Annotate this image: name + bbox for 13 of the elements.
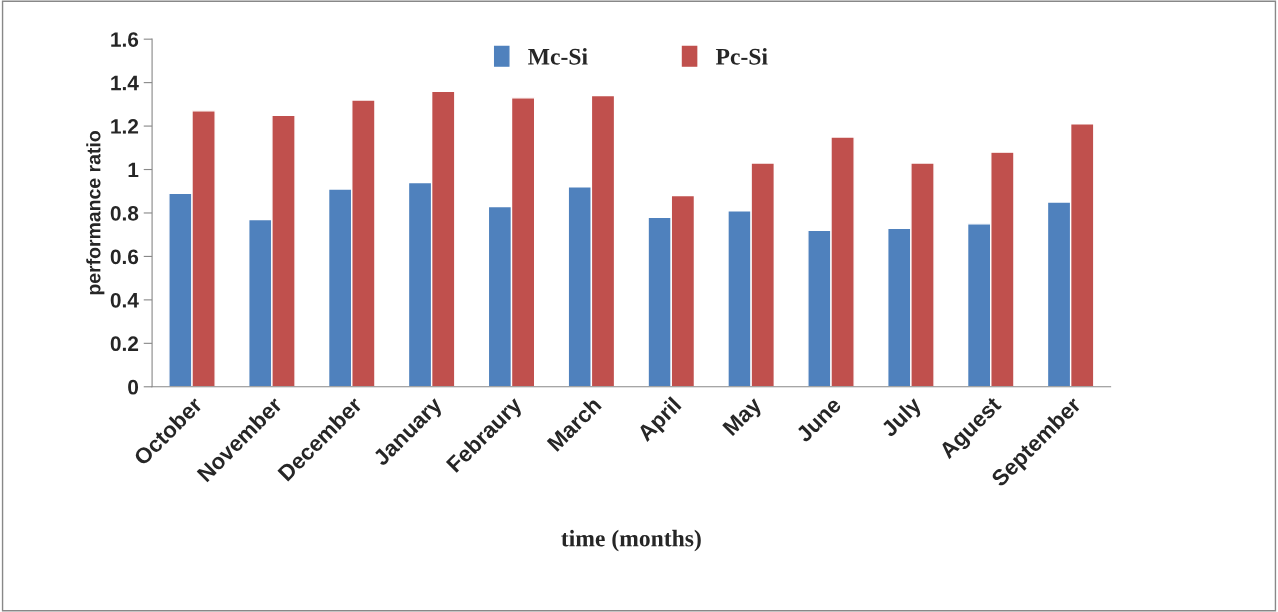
y-axis-title: performance ratio (86, 131, 105, 295)
legend-label: Pc-Si (715, 48, 768, 65)
y-tick-label: 1 (128, 162, 139, 178)
y-tick-label: 1.6 (111, 32, 139, 47)
y-tick-label: 0.4 (110, 292, 139, 308)
legend-label: Mc-Si (528, 48, 588, 65)
y-tick-label: 1.2 (111, 119, 139, 134)
y-tick-label: 0.2 (110, 336, 139, 352)
y-tick-label: 0.6 (110, 249, 139, 265)
y-tick-label: 0.8 (110, 205, 139, 221)
y-tick-label: 1.4 (111, 75, 139, 91)
y-tick-label: 0 (128, 379, 139, 395)
x-axis-title: time (months) (561, 529, 701, 552)
